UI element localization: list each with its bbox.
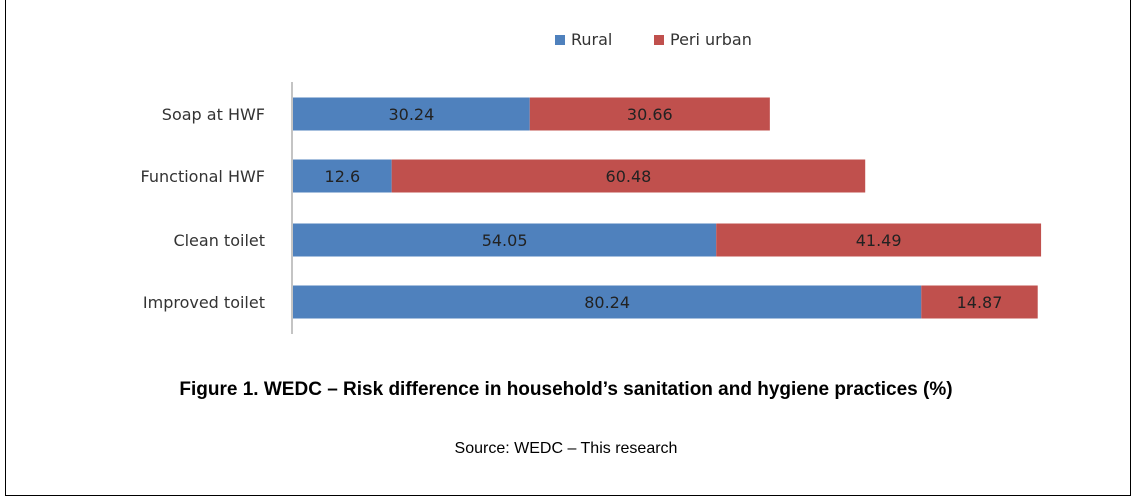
bar-label-0-1: 30.66 xyxy=(627,105,673,124)
figure-source: Source: WEDC – This research xyxy=(454,440,678,457)
bar-label-0-0: 30.24 xyxy=(388,105,434,124)
category-label-1: Functional HWF xyxy=(141,167,265,186)
stacked-bar-chart: Rural Peri urban Soap at HWF Functional HW… xyxy=(141,30,1042,334)
chart-legend: Rural Peri urban xyxy=(555,30,752,49)
bar-2-1 xyxy=(716,223,1042,257)
category-labels: Soap at HWF Functional HWF Clean toilet Imp… xyxy=(141,105,265,312)
bar-1-0 xyxy=(293,159,392,193)
bar-label-2-1: 41.49 xyxy=(856,231,902,250)
bar-3-1 xyxy=(921,285,1038,319)
bar-0-0 xyxy=(293,97,530,131)
bar-data-labels: 30.24 30.66 12.6 60.48 54.05 41.49 80.24 14.87 xyxy=(325,105,1003,312)
bar-label-1-0: 12.6 xyxy=(325,167,361,186)
bar-label-3-1: 14.87 xyxy=(957,293,1003,312)
category-label-2: Clean toilet xyxy=(173,231,265,250)
legend-label-1: Peri urban xyxy=(670,30,752,49)
figure-caption: Figure 1. WEDC – Risk difference in hous… xyxy=(179,379,953,400)
bar-label-2-0: 54.05 xyxy=(482,231,528,250)
bar-2-0 xyxy=(293,223,717,257)
legend-swatch-0 xyxy=(555,35,565,45)
category-label-3: Improved toilet xyxy=(143,293,265,312)
bar-label-3-0: 80.24 xyxy=(584,293,630,312)
legend-swatch-1 xyxy=(654,35,664,45)
bar-0-1 xyxy=(529,97,770,131)
bars xyxy=(293,97,1042,319)
category-label-0: Soap at HWF xyxy=(162,105,265,124)
bar-1-1 xyxy=(391,159,866,193)
bar-label-1-1: 60.48 xyxy=(606,167,652,186)
legend-label-0: Rural xyxy=(571,30,612,49)
bar-3-0 xyxy=(293,285,922,319)
